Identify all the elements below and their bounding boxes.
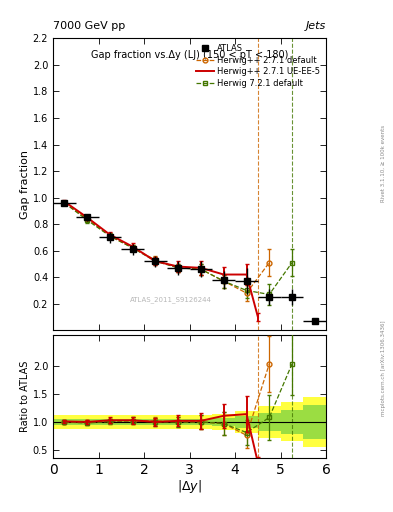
X-axis label: $|\Delta y|$: $|\Delta y|$ [177, 479, 202, 496]
Bar [212, 414, 235, 430]
Bar [258, 407, 281, 438]
Legend: ATLAS, Herwig++ 2.7.1 default, Herwig++ 2.7.1 UE-EE-5, Herwig 7.2.1 default: ATLAS, Herwig++ 2.7.1 default, Herwig++ … [194, 42, 322, 90]
Bar [258, 413, 281, 431]
Bar [212, 418, 235, 426]
Bar [53, 419, 76, 425]
Bar [99, 415, 121, 429]
Bar [99, 419, 121, 425]
Bar [76, 415, 99, 429]
Text: Gap fraction vs.Δy (LJ) (150 < pT < 180): Gap fraction vs.Δy (LJ) (150 < pT < 180) [91, 50, 288, 60]
Text: Jets: Jets [306, 20, 326, 31]
Bar [281, 402, 303, 441]
Bar [121, 415, 144, 429]
Bar [281, 410, 303, 434]
Bar [235, 416, 258, 428]
Bar [144, 419, 167, 425]
Bar [190, 419, 212, 425]
Text: mcplots.cern.ch [arXiv:1306.3436]: mcplots.cern.ch [arXiv:1306.3436] [381, 321, 386, 416]
Bar [121, 419, 144, 425]
Text: Rivet 3.1.10, ≥ 100k events: Rivet 3.1.10, ≥ 100k events [381, 125, 386, 202]
Text: 7000 GeV pp: 7000 GeV pp [53, 20, 125, 31]
Bar [167, 419, 189, 425]
Bar [167, 415, 189, 429]
Bar [303, 397, 326, 447]
Bar [235, 411, 258, 433]
Bar [144, 415, 167, 429]
Bar [76, 419, 99, 425]
Text: ATLAS_2011_S9126244: ATLAS_2011_S9126244 [130, 296, 211, 303]
Bar [53, 415, 76, 429]
Y-axis label: Gap fraction: Gap fraction [20, 150, 30, 219]
Y-axis label: Ratio to ATLAS: Ratio to ATLAS [20, 361, 30, 433]
Bar [190, 415, 212, 429]
Bar [303, 405, 326, 439]
